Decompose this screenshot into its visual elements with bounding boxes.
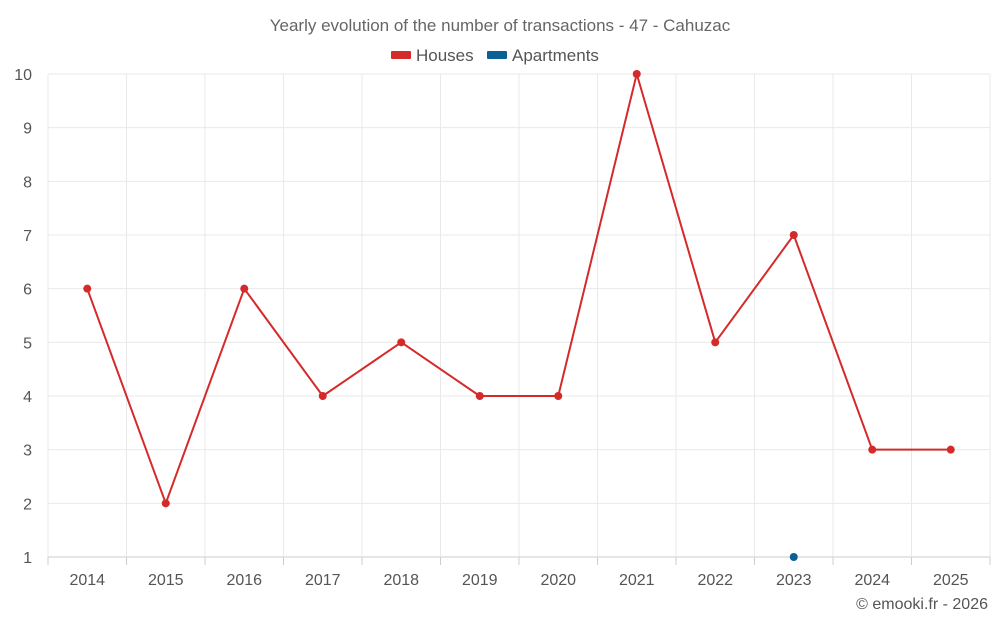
y-tick-label: 7 — [23, 228, 32, 245]
y-tick-label: 4 — [23, 389, 32, 406]
y-tick-label: 6 — [23, 282, 32, 299]
data-point-houses[interactable] — [161, 499, 170, 508]
x-tick-label: 2015 — [148, 572, 184, 589]
data-point-houses[interactable] — [397, 338, 406, 347]
legend-label-apartments: Apartments — [512, 46, 599, 65]
legend-swatch-apartments — [487, 51, 507, 59]
x-tick-label: 2021 — [619, 572, 655, 589]
y-tick-label: 5 — [23, 335, 32, 352]
legend[interactable]: Houses Apartments — [391, 46, 599, 65]
x-axis: 2014 2015 2016 2017 2018 2019 2020 2021 2022 2023… — [47, 557, 991, 589]
series-houses — [83, 70, 955, 508]
data-point-houses[interactable] — [789, 231, 798, 239]
credit-text: © emooki.fr - 2026 — [856, 596, 988, 613]
data-point-houses[interactable] — [240, 284, 249, 293]
chart-title: Yearly evolution of the number of transa… — [270, 16, 731, 35]
data-point-apartments[interactable] — [789, 553, 798, 561]
grid — [47, 73, 991, 558]
data-point-houses[interactable] — [554, 392, 563, 400]
x-tick-label: 2025 — [933, 572, 969, 589]
y-tick-label: 9 — [23, 121, 32, 138]
y-tick-label: 8 — [23, 174, 32, 191]
y-tick-label: 3 — [23, 443, 32, 460]
y-tick-label: 2 — [23, 496, 32, 513]
legend-label-houses: Houses — [416, 46, 474, 65]
data-point-houses[interactable] — [318, 392, 327, 400]
data-point-houses[interactable] — [632, 70, 641, 78]
y-axis: 1 2 3 4 5 6 7 8 9 10 — [14, 67, 32, 567]
x-tick-label: 2014 — [69, 572, 105, 589]
x-tick-label: 2022 — [697, 572, 733, 589]
series-apartments — [789, 553, 798, 561]
data-point-houses[interactable] — [475, 392, 484, 400]
series — [83, 70, 955, 561]
legend-item-houses[interactable]: Houses — [391, 46, 474, 65]
x-tick-label: 2016 — [226, 572, 262, 589]
y-tick-label: 1 — [23, 550, 32, 567]
x-tick-label: 2020 — [540, 572, 576, 589]
data-point-houses[interactable] — [711, 338, 720, 347]
y-tick-label: 10 — [14, 67, 32, 84]
legend-swatch-houses — [391, 51, 411, 59]
data-point-houses[interactable] — [83, 284, 92, 293]
x-tick-label: 2017 — [305, 572, 341, 589]
legend-item-apartments[interactable]: Apartments — [487, 46, 599, 65]
data-point-houses[interactable] — [868, 445, 877, 454]
series-line-houses — [86, 73, 951, 505]
x-tick-label: 2019 — [462, 572, 498, 589]
x-tick-label: 2024 — [854, 572, 890, 589]
x-tick-label: 2018 — [383, 572, 419, 589]
data-point-houses[interactable] — [946, 445, 955, 454]
x-tick-label: 2023 — [776, 572, 812, 589]
